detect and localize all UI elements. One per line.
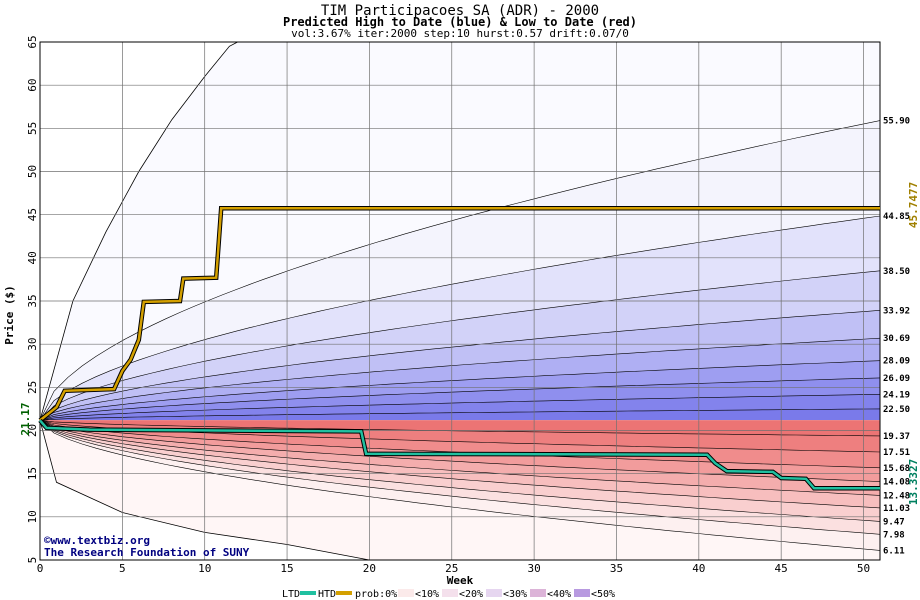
x-tick-label: 15	[280, 562, 293, 575]
chart-title: TIM Participacoes SA (ADR) - 2000	[321, 3, 599, 19]
x-tick-label: 20	[363, 562, 376, 575]
legend-item-label: <30%	[503, 589, 527, 600]
band-level-label: 26.09	[883, 374, 910, 384]
band-level-label: 30.69	[883, 334, 910, 344]
band-level-label: 22.50	[883, 405, 910, 415]
band-boundary	[39, 310, 881, 421]
band-level-label: 17.51	[883, 448, 910, 458]
y-tick-label: 45	[26, 208, 39, 221]
x-tick-label: 30	[527, 562, 540, 575]
band-boundary	[39, 408, 881, 421]
series	[38, 205, 880, 491]
legend-item-label: <20%	[459, 589, 483, 600]
band-level-label: 12.48	[883, 491, 910, 501]
band-level-label: 28.09	[883, 357, 910, 367]
x-tick-label: 25	[445, 562, 458, 575]
x-tick-label: 45	[775, 562, 788, 575]
low-band	[40, 420, 880, 436]
y-tick-label: 40	[26, 251, 39, 264]
grid	[39, 41, 881, 561]
y-ticks: 5 10 15 20 25 30 35 40 45 50 55 60 65	[26, 35, 39, 563]
y-tick-label: 50	[26, 165, 39, 178]
legend-item-label: <50%	[591, 589, 615, 600]
high-to-date-line	[39, 206, 880, 422]
legend-ltd: LTD	[282, 589, 300, 600]
x-tick-label: 10	[198, 562, 211, 575]
legend-prob: prob:0%	[355, 589, 397, 600]
y-tick-label: 60	[26, 79, 39, 92]
band-boundary	[39, 420, 881, 437]
band-boundary	[39, 420, 881, 522]
y-tick-label: 30	[26, 338, 39, 351]
legend-items: <10% <20% <30% <40% <50%	[398, 589, 615, 600]
band-level-label: 19.37	[883, 432, 910, 442]
band-level-label: 6.11	[883, 546, 905, 556]
band-level-label: 9.47	[883, 517, 905, 527]
y-tick-label: 5	[26, 557, 39, 564]
legend-item-label: <10%	[415, 589, 439, 600]
chart-params: vol:3.67% iter:2000 step:10 hurst:0.57 d…	[291, 27, 629, 40]
legend-htd: HTD	[318, 589, 336, 600]
band-level-label: 44.85	[883, 212, 910, 222]
y-tick-label: 35	[26, 294, 39, 307]
band-level-label: 14.08	[883, 478, 910, 488]
credit-org: The Research Foundation of SUNY	[44, 546, 250, 559]
x-tick-label: 50	[857, 562, 870, 575]
right-labels: 55.90 44.85 38.50 33.92 30.69 28.09 26.09 24.19…	[883, 117, 910, 557]
start-price-label: 21.17	[19, 402, 32, 435]
band-boundary	[39, 337, 881, 421]
legend: LTD HTD prob:0% <10% <20% <30% <40% <50%	[282, 589, 615, 600]
band-level-label: 55.90	[883, 117, 910, 127]
band-boundary	[39, 420, 881, 535]
y-tick-label: 65	[26, 35, 39, 48]
band-boundary	[39, 360, 881, 421]
band-level-label: 33.92	[883, 306, 910, 316]
low-to-date-line	[39, 419, 880, 490]
legend-swatch	[486, 589, 502, 597]
band-boundary	[39, 420, 881, 551]
band-level-label: 24.19	[883, 390, 910, 400]
plot-frame	[39, 41, 881, 561]
x-axis-label: Week	[447, 574, 474, 587]
legend-item-label: <40%	[547, 589, 571, 600]
y-tick-label: 55	[26, 122, 39, 135]
band-boundary	[39, 420, 881, 509]
legend-swatch	[530, 589, 546, 597]
end-high-label: 45.7477	[907, 182, 920, 228]
outer-high-curve	[39, 41, 238, 421]
band-boundary	[39, 270, 881, 421]
band-boundary	[39, 215, 881, 421]
band-boundary	[39, 377, 881, 421]
band-boundary	[39, 394, 881, 421]
band-level-label: 11.03	[883, 504, 910, 514]
x-tick-label: 0	[37, 562, 44, 575]
legend-htd-swatch	[336, 591, 352, 595]
chart-subtitle: Predicted High to Date (blue) & Low to D…	[283, 15, 637, 29]
outer-low-curve	[39, 420, 370, 561]
legend-swatch	[442, 589, 458, 597]
x-tick-label: 40	[692, 562, 705, 575]
band-boundary	[39, 120, 881, 421]
band-level-label: 38.50	[883, 267, 910, 277]
legend-ltd-swatch	[300, 591, 316, 595]
y-axis-label: Price ($)	[3, 285, 16, 345]
x-tick-label: 35	[610, 562, 623, 575]
high-band	[40, 408, 880, 421]
y-tick-label: 20	[26, 424, 39, 437]
band-boundary	[39, 420, 881, 496]
x-ticks: 0 5 10 15 20 25 30 35 40 45 50	[37, 562, 870, 575]
legend-swatch	[574, 589, 590, 597]
x-tick-label: 5	[119, 562, 126, 575]
credit-website: ©www.textbiz.org	[44, 534, 150, 547]
band-boundary	[39, 420, 881, 482]
y-tick-label: 25	[26, 381, 39, 394]
band-level-label: 7.98	[883, 530, 905, 540]
band-level-label: 15.68	[883, 464, 910, 474]
end-low-label: 13.3327	[907, 459, 920, 505]
y-tick-label: 15	[26, 467, 39, 480]
y-tick-label: 10	[26, 510, 39, 523]
legend-swatch	[398, 589, 414, 597]
